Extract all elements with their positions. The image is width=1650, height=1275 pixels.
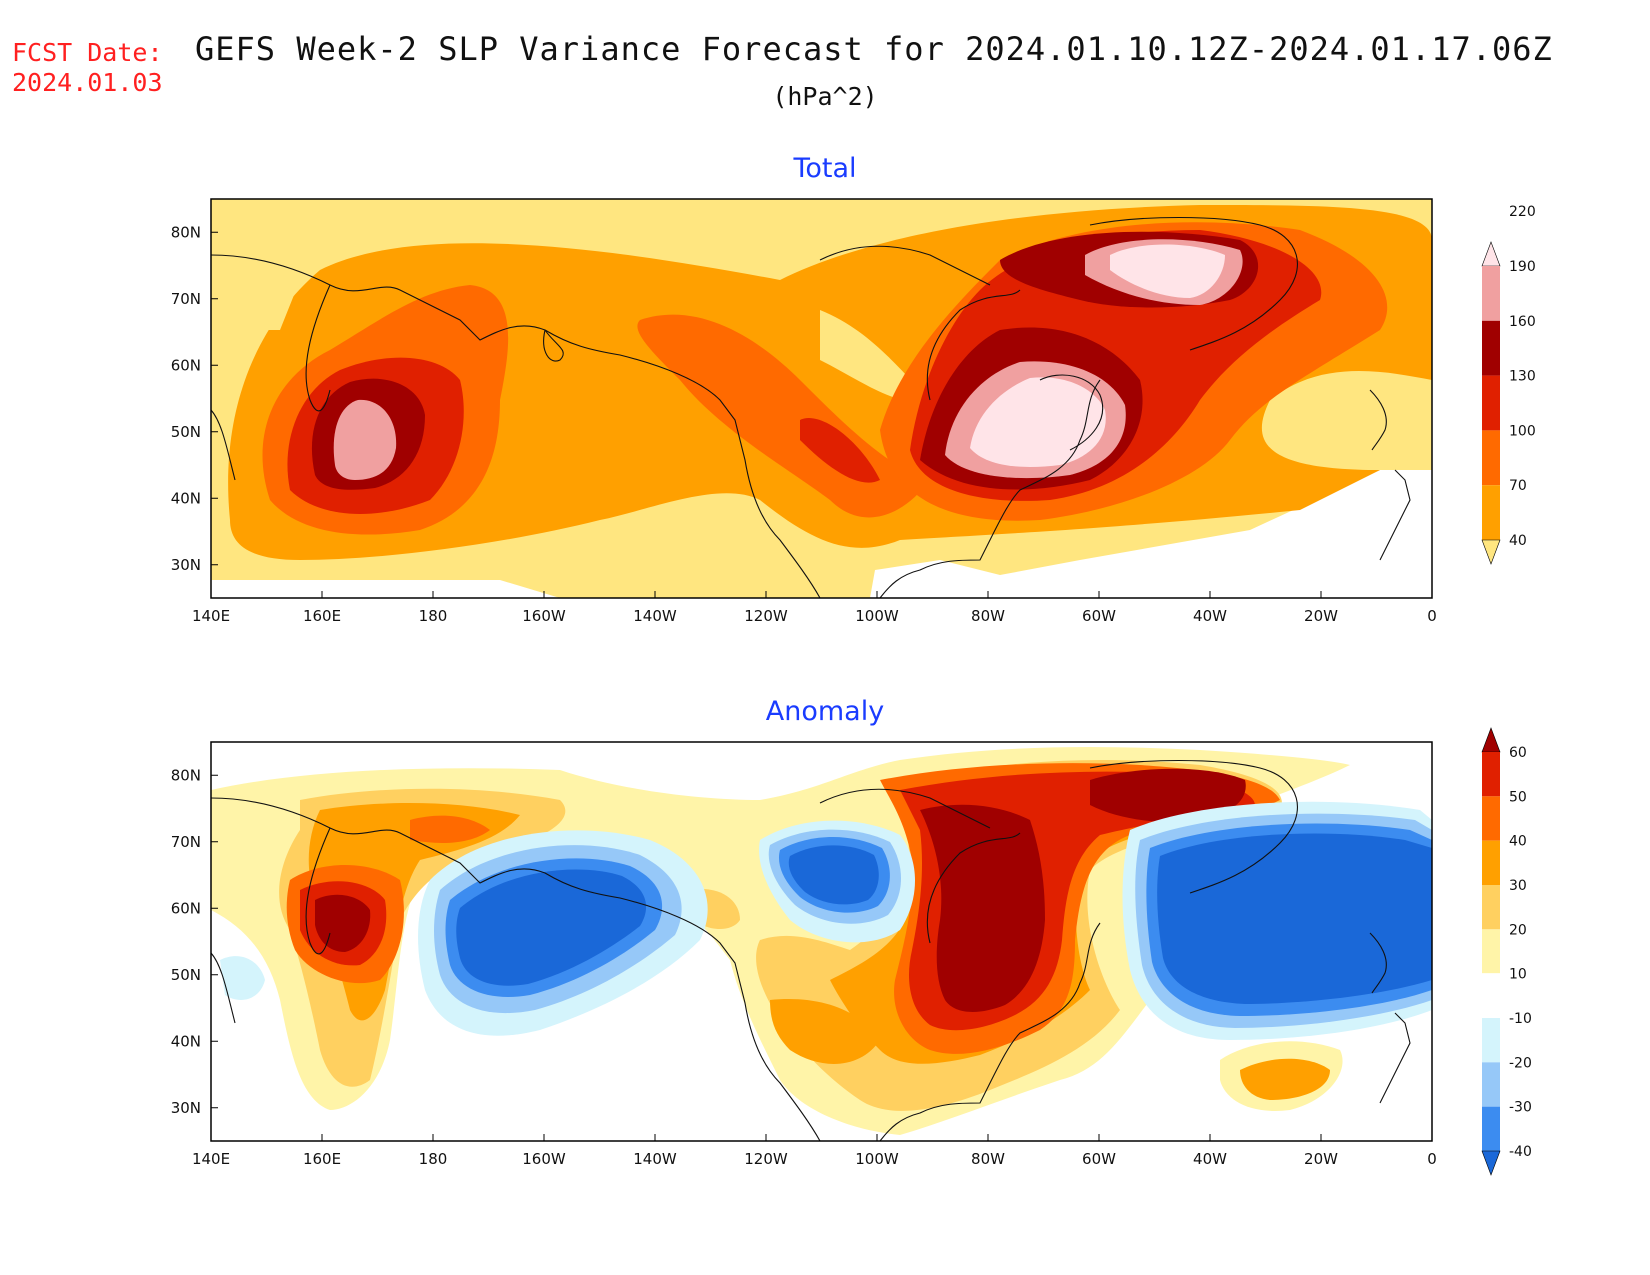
anomaly-frame bbox=[210, 741, 1433, 1142]
total-lon-label: 140E bbox=[192, 607, 230, 625]
anomaly-lon-label: 0 bbox=[1427, 1150, 1437, 1168]
anomaly-lon-label: 20W bbox=[1304, 1150, 1338, 1168]
total-colorbar-label: 190 bbox=[1509, 259, 1536, 275]
anomaly-lat-label: 80N bbox=[171, 766, 201, 784]
total-lat-label: 70N bbox=[171, 290, 201, 308]
anomaly-lon-label: 140E bbox=[192, 1150, 230, 1168]
total-colorbar-label: 40 bbox=[1509, 533, 1527, 549]
anomaly-colorbar-bin bbox=[1482, 1106, 1500, 1151]
total-lon-label: 40W bbox=[1193, 607, 1227, 625]
anomaly-lat-label: 50N bbox=[171, 966, 201, 984]
total-lon-label: 160W bbox=[522, 607, 566, 625]
total-lon-label: 100W bbox=[855, 607, 899, 625]
anomaly-lon-label: 80W bbox=[971, 1150, 1005, 1168]
anomaly-colorbar-bin bbox=[1481, 973, 1501, 1019]
panel-title-total: Total bbox=[793, 153, 857, 184]
total-field bbox=[211, 199, 1432, 598]
anomaly-colorbar: -40 -30 -20 -10 10 20 30 40 50 60 bbox=[1481, 727, 1532, 1176]
total-colorbar-label: 220 bbox=[1509, 204, 1536, 220]
anomaly-lon-label: 160E bbox=[303, 1150, 341, 1168]
forecast-date-value: 2024.01.03 bbox=[12, 68, 163, 97]
forecast-date-label: FCST Date: bbox=[12, 38, 163, 67]
anomaly-field bbox=[211, 742, 1432, 1141]
anomaly-colorbar-label: 60 bbox=[1509, 745, 1527, 761]
total-lon-label: 20W bbox=[1304, 607, 1338, 625]
anomaly-axis-labels: 140E 160E 180 160W 140W 120W 100W 80W 60W 40W 20W 0… bbox=[171, 766, 1437, 1168]
total-lat-label: 50N bbox=[171, 423, 201, 441]
total-map-panel: 140E 160E 180 160W 140W 120W 100W 80W 60W 40W 20W 0… bbox=[171, 198, 1536, 625]
anomaly-lat-label: 60N bbox=[171, 899, 201, 917]
anomaly-lat-label: 30N bbox=[171, 1099, 201, 1117]
total-lon-label: 60W bbox=[1082, 607, 1116, 625]
total-colorbar-cap-bottom bbox=[1481, 539, 1501, 565]
total-lon-label: 80W bbox=[971, 607, 1005, 625]
panel-title-anomaly: Anomaly bbox=[765, 696, 885, 727]
total-colorbar-bin bbox=[1482, 266, 1500, 321]
total-lat-label: 80N bbox=[171, 223, 201, 241]
total-colorbar-label: 100 bbox=[1509, 423, 1536, 439]
anomaly-colorbar-cap-bottom bbox=[1481, 1150, 1501, 1176]
anomaly-lat-label: 40N bbox=[171, 1032, 201, 1050]
anomaly-lon-label: 60W bbox=[1082, 1150, 1116, 1168]
total-lat-label: 30N bbox=[171, 556, 201, 574]
anomaly-colorbar-label: 10 bbox=[1509, 967, 1527, 983]
total-colorbar-bin bbox=[1482, 430, 1500, 486]
anomaly-colorbar-label: -20 bbox=[1509, 1055, 1532, 1071]
anomaly-colorbar-bin bbox=[1482, 929, 1500, 974]
total-frame bbox=[210, 198, 1433, 599]
anomaly-lon-label: 100W bbox=[855, 1150, 899, 1168]
total-lon-label: 140W bbox=[633, 607, 677, 625]
anomaly-colorbar-bin bbox=[1482, 796, 1500, 841]
anomaly-colorbar-label: 40 bbox=[1509, 834, 1527, 850]
total-coastlines bbox=[211, 216, 1411, 598]
anomaly-colorbar-bin bbox=[1482, 885, 1500, 930]
anomaly-lon-label: 120W bbox=[744, 1150, 788, 1168]
anomaly-colorbar-bin bbox=[1482, 840, 1500, 885]
figure-units: (hPa^2) bbox=[772, 82, 878, 111]
total-colorbar-bin bbox=[1482, 375, 1500, 431]
anomaly-colorbar-label: 20 bbox=[1509, 922, 1527, 938]
anomaly-colorbar-bin bbox=[1482, 1018, 1500, 1063]
total-lon-label: 0 bbox=[1427, 607, 1437, 625]
anomaly-colorbar-label: -40 bbox=[1509, 1144, 1532, 1160]
anomaly-colorbar-label: 30 bbox=[1509, 878, 1527, 894]
total-colorbar: 40 70 100 130 160 190 220 bbox=[1481, 204, 1536, 565]
anomaly-colorbar-label: -10 bbox=[1509, 1011, 1532, 1027]
forecast-date-block: FCST Date: 2024.01.03 bbox=[12, 38, 163, 98]
total-lon-label: 180 bbox=[419, 607, 448, 625]
total-lon-label: 120W bbox=[744, 607, 788, 625]
total-lat-label: 40N bbox=[171, 489, 201, 507]
anomaly-lon-label: 140W bbox=[633, 1150, 677, 1168]
anomaly-coastlines bbox=[211, 759, 1411, 1141]
anomaly-colorbar-bin bbox=[1482, 752, 1500, 797]
anomaly-lon-label: 40W bbox=[1193, 1150, 1227, 1168]
anomaly-lon-label: 160W bbox=[522, 1150, 566, 1168]
total-colorbar-bin bbox=[1482, 485, 1500, 540]
total-lon-label: 160E bbox=[303, 607, 341, 625]
total-colorbar-label: 130 bbox=[1509, 369, 1536, 385]
total-colorbar-label: 70 bbox=[1509, 478, 1527, 494]
anomaly-colorbar-bin bbox=[1482, 1062, 1500, 1107]
total-colorbar-bin bbox=[1482, 320, 1500, 376]
anomaly-lat-label: 70N bbox=[171, 833, 201, 851]
anomaly-lon-label: 180 bbox=[419, 1150, 448, 1168]
total-axis-labels: 140E 160E 180 160W 140W 120W 100W 80W 60W 40W 20W 0… bbox=[171, 223, 1437, 625]
figure-title: GEFS Week-2 SLP Variance Forecast for 20… bbox=[195, 30, 1553, 68]
total-lat-label: 60N bbox=[171, 356, 201, 374]
total-colorbar-label: 160 bbox=[1509, 314, 1536, 330]
anomaly-colorbar-label: 50 bbox=[1509, 789, 1527, 805]
anomaly-colorbar-cap-top bbox=[1481, 727, 1501, 753]
anomaly-colorbar-label: -30 bbox=[1509, 1100, 1532, 1116]
